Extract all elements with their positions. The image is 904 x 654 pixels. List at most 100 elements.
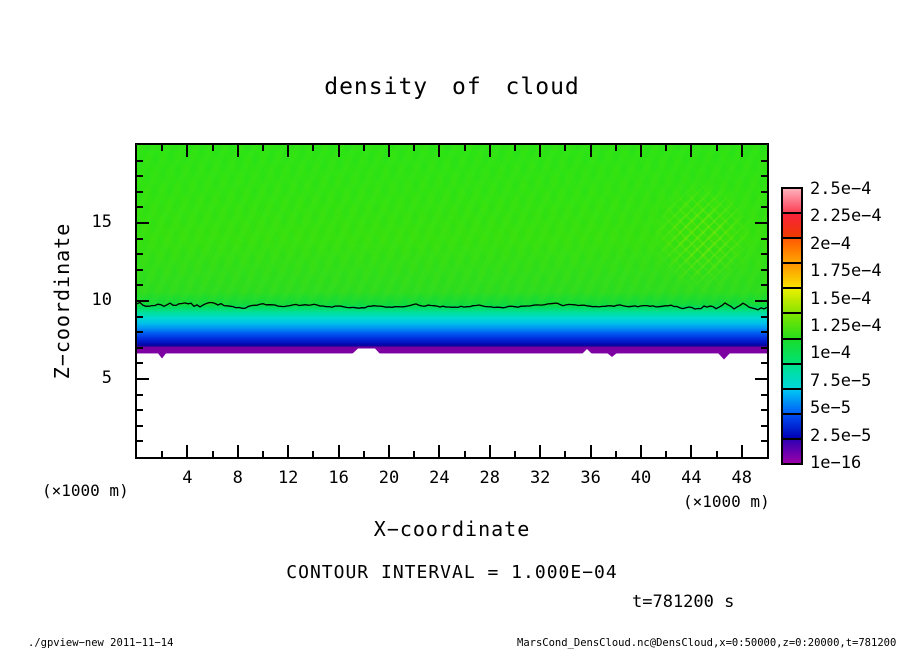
colorbar-tick-label: 2e−4 bbox=[810, 233, 851, 254]
x-tick bbox=[514, 145, 516, 151]
x-tick-label: 28 bbox=[479, 468, 501, 488]
x-tick bbox=[211, 451, 214, 457]
x-tick bbox=[463, 451, 466, 457]
z-tick bbox=[137, 222, 149, 224]
x-tick bbox=[614, 145, 617, 151]
colorbar-tick-label: 1e−16 bbox=[810, 453, 862, 473]
x-tick-label: 36 bbox=[580, 468, 601, 488]
x-tick bbox=[690, 445, 693, 457]
x-tick bbox=[740, 445, 743, 457]
x-tick bbox=[287, 445, 290, 457]
x-tick bbox=[236, 445, 239, 457]
x-tick bbox=[337, 445, 340, 457]
wave-disturbance-texture bbox=[637, 150, 767, 315]
x-tick bbox=[539, 445, 542, 457]
x-tick bbox=[262, 145, 264, 151]
colorbar-cell bbox=[783, 362, 801, 388]
x-tick-label: 48 bbox=[731, 468, 753, 488]
colorbar-tick-label: 1e−4 bbox=[810, 343, 851, 364]
z-tick bbox=[137, 237, 143, 240]
z-tick bbox=[761, 409, 767, 412]
z-tick bbox=[137, 284, 143, 287]
z-tick bbox=[761, 175, 767, 178]
z-tick bbox=[761, 159, 767, 162]
x-tick bbox=[690, 145, 693, 157]
x-axis-unit-note: (×1000 m) bbox=[683, 492, 770, 511]
colorbar-cell bbox=[783, 287, 801, 313]
x-tick bbox=[413, 451, 416, 457]
z-tick bbox=[137, 159, 143, 162]
x-tick bbox=[463, 145, 466, 151]
colorbar-tick-label: 1.5e−4 bbox=[810, 288, 872, 309]
x-tick-label: 32 bbox=[529, 468, 551, 488]
x-tick bbox=[362, 451, 365, 457]
x-tick bbox=[161, 145, 164, 151]
x-tick bbox=[262, 451, 264, 457]
x-tick bbox=[488, 445, 491, 457]
z-tick bbox=[755, 300, 767, 302]
colorbar-tick-label: 2.5e−5 bbox=[810, 425, 872, 446]
x-tick bbox=[614, 451, 617, 457]
x-tick bbox=[640, 145, 642, 157]
colorbar-cell bbox=[783, 212, 801, 238]
z-tick bbox=[137, 331, 143, 334]
z-tick bbox=[755, 222, 767, 224]
cloud-base-feature bbox=[157, 352, 167, 359]
z-tick bbox=[137, 315, 143, 318]
plot-title: density of cloud bbox=[324, 74, 580, 100]
z-tick bbox=[761, 253, 767, 256]
x-tick bbox=[665, 451, 668, 457]
plot-frame bbox=[135, 143, 769, 459]
time-annotation: t=781200 s bbox=[632, 592, 735, 612]
z-tick bbox=[137, 440, 143, 443]
z-tick bbox=[761, 346, 767, 349]
x-tick bbox=[388, 145, 390, 157]
z-tick bbox=[137, 424, 143, 427]
z-tick bbox=[137, 253, 143, 256]
contour-line-1e-4 bbox=[137, 301, 767, 311]
x-tick-label: 20 bbox=[378, 468, 400, 488]
x-tick bbox=[740, 145, 743, 157]
colorbar-tick-label: 1.25e−4 bbox=[810, 316, 882, 336]
x-tick-label: 44 bbox=[681, 468, 702, 488]
x-tick-label: 4 bbox=[182, 468, 193, 488]
z-tick bbox=[761, 362, 767, 365]
x-tick bbox=[362, 145, 365, 151]
cloud-field-texture bbox=[137, 145, 767, 305]
z-tick bbox=[761, 331, 767, 334]
z-tick bbox=[137, 190, 143, 193]
x-tick bbox=[589, 445, 592, 457]
x-tick bbox=[488, 145, 491, 157]
z-tick bbox=[761, 315, 767, 318]
x-tick bbox=[186, 145, 189, 157]
z-tick-label: 15 bbox=[91, 212, 112, 232]
colorbar-tick-label: 2.5e−4 bbox=[810, 179, 872, 199]
x-tick bbox=[388, 445, 390, 457]
z-tick bbox=[755, 378, 767, 380]
footer-program-date: ./gpview−new 2011−11−14 bbox=[28, 637, 174, 649]
x-tick bbox=[564, 145, 567, 151]
colorbar-tick-label: 1.75e−4 bbox=[810, 261, 882, 282]
z-tick bbox=[761, 440, 767, 443]
cloud-base-feature bbox=[606, 352, 618, 357]
z-tick bbox=[137, 346, 143, 349]
x-axis-label: X−coordinate bbox=[373, 517, 531, 541]
x-tick-label: 16 bbox=[328, 468, 349, 488]
z-tick bbox=[137, 393, 143, 396]
z-tick bbox=[761, 190, 767, 193]
z-tick bbox=[137, 409, 143, 412]
cloud-base-feature bbox=[581, 349, 593, 355]
z-tick bbox=[761, 206, 767, 209]
x-tick bbox=[514, 451, 516, 457]
colorbar-tick-label: 2.25e−4 bbox=[810, 206, 882, 227]
colorbar-cell bbox=[783, 337, 801, 363]
x-tick bbox=[287, 145, 290, 157]
colorbar-cell bbox=[783, 189, 801, 213]
colorbar-cell bbox=[783, 437, 801, 464]
z-tick bbox=[137, 175, 143, 178]
colorbar bbox=[781, 187, 803, 465]
footer-dataset-info: MarsCond_DensCloud.nc@DensCloud,x=0:5000… bbox=[517, 637, 897, 649]
z-tick bbox=[761, 284, 767, 287]
z-tick bbox=[137, 378, 149, 380]
x-tick-label: 24 bbox=[429, 468, 450, 488]
